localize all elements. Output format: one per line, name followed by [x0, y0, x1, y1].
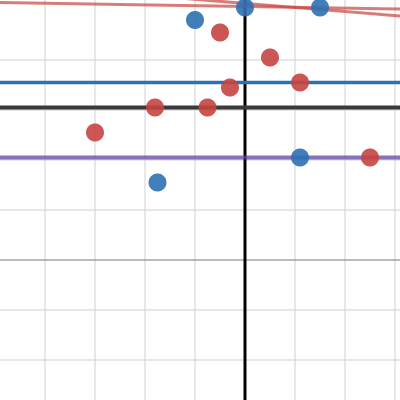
data-point[interactable] [291, 73, 309, 92]
data-point[interactable] [186, 11, 204, 29]
line-segment [185, 0, 400, 18]
line-segment [0, 1, 400, 11]
data-point[interactable] [198, 98, 217, 117]
data-point[interactable] [86, 123, 104, 142]
data-point[interactable] [291, 148, 309, 167]
data-point[interactable] [361, 148, 379, 167]
data-point[interactable] [236, 0, 254, 17]
data-point[interactable] [148, 173, 167, 192]
plotted-points [86, 0, 379, 192]
data-point[interactable] [146, 98, 164, 117]
data-point[interactable] [261, 48, 279, 67]
data-point[interactable] [311, 0, 329, 17]
data-point[interactable] [211, 23, 229, 42]
data-point[interactable] [221, 78, 239, 97]
